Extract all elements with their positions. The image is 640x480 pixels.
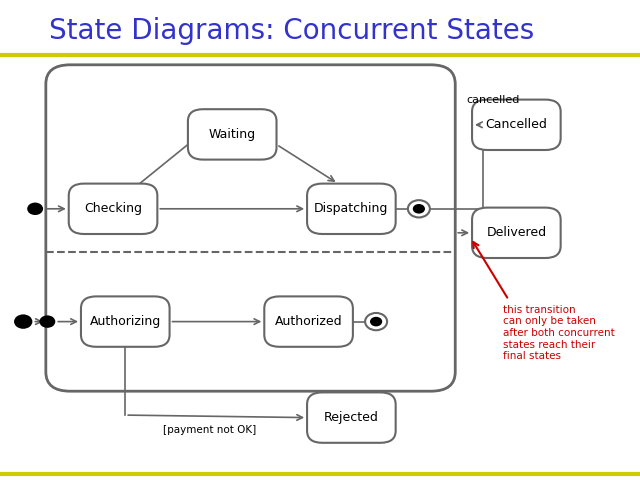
Circle shape [365, 313, 387, 330]
Text: State Diagrams: Concurrent States: State Diagrams: Concurrent States [49, 17, 534, 45]
FancyBboxPatch shape [472, 208, 561, 258]
Text: Cancelled: Cancelled [485, 118, 547, 132]
Text: Dispatching: Dispatching [314, 202, 388, 216]
FancyBboxPatch shape [46, 65, 455, 391]
Text: this transition
can only be taken
after both concurrent
states reach their
final: this transition can only be taken after … [502, 305, 614, 361]
Circle shape [370, 317, 382, 326]
Text: cancelled: cancelled [466, 95, 519, 105]
Text: Waiting: Waiting [209, 128, 256, 141]
Circle shape [27, 203, 43, 215]
Circle shape [40, 315, 55, 328]
Text: Delivered: Delivered [486, 226, 547, 240]
Circle shape [413, 204, 425, 214]
FancyBboxPatch shape [307, 184, 396, 234]
Circle shape [408, 200, 430, 217]
FancyBboxPatch shape [472, 100, 561, 150]
Text: Checking: Checking [84, 202, 142, 216]
Text: Authorizing: Authorizing [90, 315, 161, 328]
Text: Authorized: Authorized [275, 315, 342, 328]
Text: Rejected: Rejected [324, 411, 379, 424]
FancyBboxPatch shape [307, 393, 396, 443]
FancyBboxPatch shape [264, 296, 353, 347]
FancyBboxPatch shape [188, 109, 276, 159]
FancyBboxPatch shape [68, 184, 157, 234]
FancyBboxPatch shape [81, 296, 170, 347]
Circle shape [14, 314, 33, 329]
Text: [payment not OK]: [payment not OK] [163, 425, 257, 435]
